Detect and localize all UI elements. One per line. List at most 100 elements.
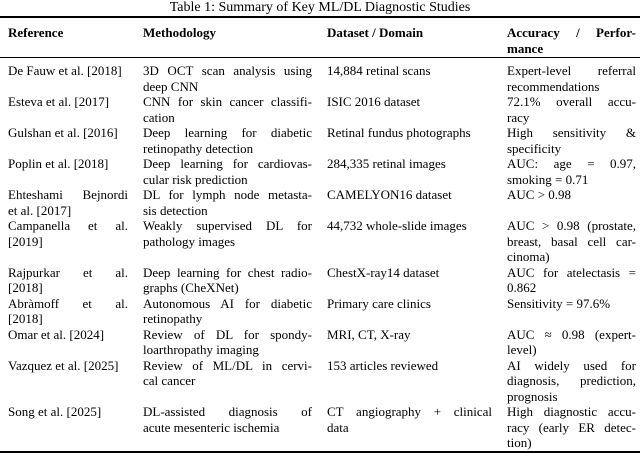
text-line: [2018] <box>8 311 43 326</box>
text-line: AUC ≈ 0.98 (expert- <box>507 326 636 342</box>
cell-reference: Song et al. [2025] <box>8 404 128 420</box>
cell-methodology: Deep learning for diabetic retinopathy de… <box>143 125 312 156</box>
cell-dataset: CAMELYON16 dataset <box>327 187 492 203</box>
text-line: prognosis <box>507 388 558 404</box>
cell-accuracy: AI widely used for diagnosis, prediction,… <box>507 358 636 405</box>
cell-accuracy: High diagnostic accu-racy (early ER dete… <box>507 404 636 451</box>
text-line: 3D OCT scan analysis using <box>143 63 312 78</box>
text-line: cinoma) <box>507 249 550 264</box>
cell-methodology: Autonomous AI for diabetic retinopathy <box>143 296 312 327</box>
text-line: graphs (CheXNet) <box>143 280 239 295</box>
cell-dataset: Retinal fundus photographs <box>327 125 492 141</box>
table-row: Campanella et al. [2019] Weakly supervised… <box>8 218 640 265</box>
cell-methodology: CNN for skin cancer classifi-cation <box>143 94 312 125</box>
text-line: racy (early ER detec- <box>507 419 636 435</box>
text-line: et al. [2017] <box>8 202 72 218</box>
text-line: breast, basal cell car- <box>507 233 636 249</box>
cell-accuracy: AUC ≈ 0.98 (expert-level) <box>507 327 636 358</box>
text-line: Vazquez et al. [2025] <box>8 357 119 373</box>
text-line: diagnosis, prediction, <box>507 373 636 388</box>
table-body: De Fauw et al. [2018] 3D OCT scan analysi… <box>0 58 640 451</box>
text-line: Poplin et al. [2018] <box>8 156 109 171</box>
cell-methodology: Deep learning for chest radio-graphs (Ch… <box>143 265 312 296</box>
cell-dataset: ISIC 2016 dataset <box>327 94 492 110</box>
text-line: CAMELYON16 dataset <box>327 187 452 202</box>
text-line: mance <box>507 40 544 56</box>
text-line: 72.1% overall accu- <box>507 94 636 109</box>
cell-dataset: MRI, CT, X-ray <box>327 327 492 343</box>
table-row: Song et al. [2025] DL-assisted diagnosis … <box>8 404 640 451</box>
table-row: Gulshan et al. [2016] Deep learning for d… <box>8 125 640 156</box>
cell-accuracy: AUC: age = 0.97, smoking = 0.71 <box>507 156 636 187</box>
cell-reference: Esteva et al. [2017] <box>8 94 128 110</box>
text-line: cular risk prediction <box>143 171 248 187</box>
table-row: Rajpurkar et al. [2018] Deep learning for … <box>8 265 640 296</box>
cell-methodology: DL for lymph node metasta-sis detection <box>143 187 312 218</box>
text-line: Reference <box>8 25 64 40</box>
text-line: sis detection <box>143 202 208 218</box>
text-line: Gulshan et al. [2016] <box>8 125 118 140</box>
cell-methodology: Weakly supervised DL for pathology images <box>143 218 312 249</box>
cell-accuracy: Expert-level referral recommendations <box>507 63 636 94</box>
text-line: High diagnostic accu- <box>507 404 636 419</box>
text-line: 0.862 <box>507 280 537 295</box>
text-line: CNN for skin cancer classifi- <box>143 94 312 109</box>
cell-accuracy: 72.1% overall accu-racy <box>507 94 636 125</box>
cell-accuracy: Sensitivity = 97.6% <box>507 296 636 312</box>
text-line: DL for lymph node metasta- <box>143 187 312 202</box>
text-line: 284,335 retinal images <box>327 156 446 171</box>
cell-accuracy-header: Accuracy / Perfor-mance <box>507 25 636 56</box>
text-line: 14,884 retinal scans <box>327 63 431 78</box>
cell-dataset: 153 articles reviewed <box>327 358 492 374</box>
text-line: Sensitivity = 97.6% <box>507 295 611 311</box>
text-line: AUC: age = 0.97, <box>507 156 636 171</box>
text-line: racy <box>507 109 530 125</box>
text-line: Campanella et al. <box>8 218 128 233</box>
text-line: 44,732 whole-slide images <box>327 218 467 233</box>
table-row: Ehteshami Bejnordi et al. [2017] DL for ly… <box>8 187 640 218</box>
cell-reference: Poplin et al. [2018] <box>8 156 128 172</box>
text-line: Rajpurkar et al. <box>8 264 128 280</box>
text-line: cal cancer <box>143 373 196 388</box>
cell-accuracy: AUC for atelectasis = 0.862 <box>507 265 636 296</box>
text-line: AI widely used for <box>507 357 636 373</box>
cell-reference: Rajpurkar et al. [2018] <box>8 265 128 296</box>
text-line: AUC > 0.98 (prostate, <box>507 218 636 233</box>
cell-methodology: Deep learning for cardiovas-cular risk p… <box>143 156 312 187</box>
text-line: Song et al. [2025] <box>8 404 102 419</box>
cell-methodology: Review of ML/DL in cervi-cal cancer <box>143 358 312 389</box>
table-header-rule <box>0 57 640 58</box>
cell-reference: Gulshan et al. [2016] <box>8 125 128 141</box>
text-line: tion) <box>507 435 532 450</box>
cell-reference: Vazquez et al. [2025] <box>8 358 128 374</box>
text-line: specificity <box>507 140 562 156</box>
text-line: Review of ML/DL in cervi- <box>143 357 312 373</box>
text-line: Omar et al. [2024] <box>8 326 105 342</box>
cell-methodology: DL-assisted diagnosis of acute mesenteric… <box>143 404 312 435</box>
cell-dataset: 14,884 retinal scans <box>327 63 492 79</box>
text-line: smoking = 0.71 <box>507 171 589 187</box>
text-line: AUC for atelectasis = <box>507 264 636 280</box>
text-line: Ehteshami Bejnordi <box>8 187 128 202</box>
text-line: recommendations <box>507 78 600 94</box>
text-line: ISIC 2016 dataset <box>327 94 421 109</box>
text-line: CT angiography + clinical <box>327 404 492 419</box>
table-row: Esteva et al. [2017] CNN for skin cancer … <box>8 94 640 125</box>
table-row: Vazquez et al. [2025] Review of ML/DL in … <box>8 358 640 405</box>
text-line: DL-assisted diagnosis of <box>143 404 312 419</box>
text-line: MRI, CT, X-ray <box>327 326 411 342</box>
cell-accuracy: AUC > 0.98 (prostate, breast, basal cell … <box>507 218 636 265</box>
text-line: ChestX-ray14 dataset <box>327 264 440 280</box>
text-line: Weakly supervised DL for <box>143 218 312 233</box>
table-row: De Fauw et al. [2018] 3D OCT scan analysi… <box>8 63 640 94</box>
cell-dataset: CT angiography + clinical data <box>327 404 492 435</box>
text-line: Accuracy / Perfor- <box>507 25 636 40</box>
text-line: Dataset / Domain <box>327 25 424 40</box>
cell-reference-header: Reference <box>8 25 128 41</box>
text-line: Retinal fundus photographs <box>327 125 471 140</box>
text-line: Deep learning for diabetic <box>143 125 312 140</box>
text-line: Methodology <box>143 25 216 40</box>
cell-accuracy: High sensitivity & specificity <box>507 125 636 156</box>
cell-reference: Ehteshami Bejnordi et al. [2017] <box>8 187 128 218</box>
